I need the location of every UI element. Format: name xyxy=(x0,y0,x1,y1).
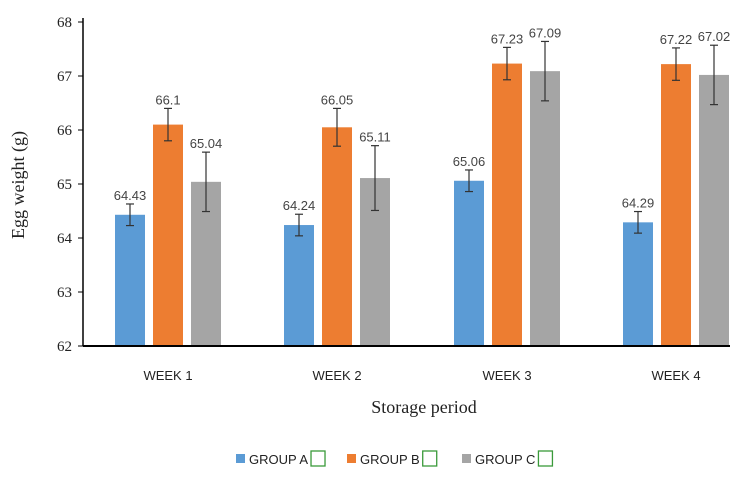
data-label: 65.04 xyxy=(190,136,223,151)
y-tick-label: 64 xyxy=(57,231,73,247)
bar xyxy=(284,225,314,346)
legend-swatch xyxy=(462,454,471,463)
legend-swatch xyxy=(347,454,356,463)
bar xyxy=(661,64,691,347)
bar xyxy=(322,127,352,346)
legend-checkbox-icon xyxy=(422,450,438,467)
x-category-label: WEEK 3 xyxy=(482,368,531,383)
data-label: 66.1 xyxy=(155,92,180,107)
x-axis-categories: WEEK 1 WEEK 2 WEEK 3 WEEK 4 xyxy=(143,368,700,383)
legend-checkbox-icon xyxy=(310,450,326,467)
y-tick-label: 66 xyxy=(57,123,73,139)
legend-checkbox-icon xyxy=(537,450,554,467)
x-category-label: WEEK 4 xyxy=(651,368,700,383)
data-label: 64.29 xyxy=(622,196,655,211)
y-tick-label: 63 xyxy=(57,285,72,301)
data-label: 67.02 xyxy=(698,29,731,44)
data-labels: 64.43 66.1 65.04 64.24 66.05 65.11 65.06 67.23 6… xyxy=(114,25,731,213)
legend-label: GROUP A xyxy=(249,452,308,467)
bar xyxy=(623,222,653,346)
bar xyxy=(530,71,560,346)
data-label: 65.06 xyxy=(453,154,486,169)
y-axis-ticks: 62 63 64 65 66 67 68 xyxy=(57,15,83,355)
error-bars xyxy=(126,40,718,237)
x-category-label: WEEK 2 xyxy=(312,368,361,383)
data-label: 67.22 xyxy=(660,32,693,47)
bar-series xyxy=(115,63,729,347)
y-tick-label: 68 xyxy=(57,15,72,31)
data-label: 64.43 xyxy=(114,188,147,203)
legend: GROUP A GROUP B GROUP C xyxy=(236,450,554,467)
bar xyxy=(115,214,145,346)
data-label: 67.09 xyxy=(529,25,562,40)
legend-label: GROUP B xyxy=(360,452,420,467)
bar xyxy=(454,180,484,346)
data-label: 64.24 xyxy=(283,198,316,213)
bar xyxy=(153,124,183,346)
y-tick-label: 62 xyxy=(57,339,72,355)
data-label: 67.23 xyxy=(491,31,524,46)
x-category-label: WEEK 1 xyxy=(143,368,192,383)
y-tick-label: 67 xyxy=(57,69,73,85)
legend-label: GROUP C xyxy=(475,452,535,467)
data-label: 65.11 xyxy=(359,130,391,145)
x-axis-title: Storage period xyxy=(371,397,476,417)
legend-swatch xyxy=(236,454,245,463)
y-axis-title: Egg weight (g) xyxy=(8,131,29,239)
y-tick-label: 65 xyxy=(57,177,72,193)
bar xyxy=(699,74,729,347)
bar xyxy=(492,63,522,347)
data-label: 66.05 xyxy=(321,92,354,107)
